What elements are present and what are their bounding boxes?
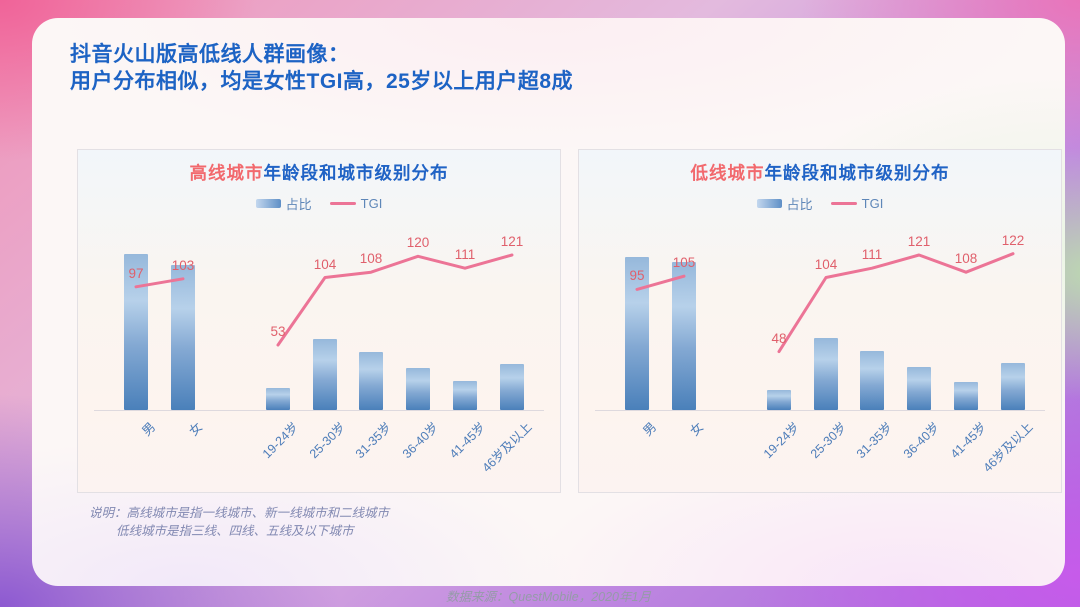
plot-0: 97 男 103 女 53 19-24岁 104 25-30岁 108 31-35岁 120 36-4… <box>78 220 560 475</box>
tgi-value-label: 105 <box>672 255 696 270</box>
x-axis-label: 41-45岁 <box>446 419 488 462</box>
bar-share <box>406 368 430 410</box>
tgi-value-label: 120 <box>406 235 430 250</box>
x-axis-label: 19-24岁 <box>259 419 301 462</box>
x-axis-label: 41-45岁 <box>947 419 989 462</box>
chart-title-rest: 年龄段和城市级别分布 <box>764 163 950 183</box>
bar-legend-swatch <box>756 199 782 208</box>
bar-share <box>1001 363 1025 410</box>
bar-legend-label: 占比 <box>285 197 312 212</box>
x-axis-label: 46岁及以上 <box>479 419 535 475</box>
tgi-value-label: 104 <box>814 257 838 272</box>
chart-panel-high-tier: 高线城市年龄段和城市级别分布 占比 TGI 97 男 103 女 53 19-24岁 104… <box>77 149 561 493</box>
bar-share <box>860 351 884 410</box>
data-source: 数据来源：QuestMobile，2020年1月 <box>446 590 651 604</box>
chart-title: 高线城市年龄段和城市级别分布 <box>78 160 560 185</box>
legend-item-tgi: TGI <box>329 196 383 211</box>
chart-title-highlight: 高线城市 <box>189 163 264 183</box>
tgi-value-label: 108 <box>954 251 978 266</box>
tgi-value-label: 97 <box>128 266 144 281</box>
plot-1: 95 男 105 女 48 19-24岁 104 25-30岁 111 31-35岁 121 36-4… <box>579 220 1061 475</box>
x-axis-label: 女 <box>687 419 707 439</box>
x-axis-label: 女 <box>186 419 206 439</box>
bar-share <box>124 254 148 410</box>
page-title-line-2: 用户分布相似，均是女性TGI高，25岁以上用户超8成 <box>70 70 574 93</box>
footnote-line-2: 低线城市是指三线、四线、五线及以下城市 <box>116 524 354 538</box>
tgi-value-label: 111 <box>454 247 476 262</box>
footnote-line-1: 说明：高线城市是指一线城市、新一线城市和二线城市 <box>89 506 390 520</box>
x-axis-label: 36-40岁 <box>399 419 441 462</box>
legend-item-share: 占比 <box>255 194 312 213</box>
chart-title-highlight: 低线城市 <box>690 163 765 183</box>
bar-legend-swatch <box>255 199 281 208</box>
bar-share <box>672 262 696 410</box>
bar-share <box>266 388 290 410</box>
chart-title: 低线城市年龄段和城市级别分布 <box>579 160 1061 185</box>
tgi-value-label: 121 <box>907 234 931 249</box>
legend-item-tgi: TGI <box>830 196 884 211</box>
chart-panel-low-tier: 低线城市年龄段和城市级别分布 占比 TGI 95 男 105 女 48 19-24岁 104… <box>578 149 1062 493</box>
tgi-value-label: 104 <box>313 257 337 272</box>
line-legend-label: TGI <box>360 196 383 211</box>
x-axis-label: 19-24岁 <box>760 419 802 462</box>
chart-legend: 占比 TGI <box>78 194 560 213</box>
tgi-value-label: 48 <box>771 331 787 346</box>
page-title-line-1: 抖音火山版高低线人群画像： <box>70 43 350 66</box>
line-legend-swatch <box>329 202 356 205</box>
bar-share <box>313 339 337 410</box>
tgi-value-label: 121 <box>500 234 524 249</box>
bar-share <box>767 390 791 410</box>
x-axis-label: 36-40岁 <box>900 419 942 462</box>
x-axis-label: 31-35岁 <box>352 419 394 462</box>
x-axis-label: 男 <box>640 419 660 439</box>
x-axis-label: 46岁及以上 <box>980 419 1036 475</box>
tgi-value-label: 53 <box>270 324 286 339</box>
tgi-value-label: 95 <box>629 268 645 283</box>
line-legend-label: TGI <box>861 196 884 211</box>
x-axis-line <box>595 410 1045 411</box>
bar-share <box>500 364 524 410</box>
chart-title-rest: 年龄段和城市级别分布 <box>263 163 449 183</box>
x-axis-label: 31-35岁 <box>853 419 895 462</box>
x-axis-line <box>94 410 544 411</box>
bar-share <box>171 265 195 410</box>
tgi-value-label: 103 <box>171 258 195 273</box>
tgi-value-label: 108 <box>359 251 383 266</box>
content-card: 抖音火山版高低线人群画像： 用户分布相似，均是女性TGI高，25岁以上用户超8成… <box>32 18 1065 604</box>
bar-legend-label: 占比 <box>786 197 813 212</box>
tgi-line <box>635 252 1015 354</box>
bar-share <box>814 338 838 410</box>
tgi-line <box>134 253 514 347</box>
x-axis-label: 25-30岁 <box>807 419 849 462</box>
chart-legend: 占比 TGI <box>579 194 1061 213</box>
bar-share <box>907 367 931 410</box>
legend-item-share: 占比 <box>756 194 813 213</box>
bar-share <box>954 382 978 410</box>
page-title: 抖音火山版高低线人群画像： 用户分布相似，均是女性TGI高，25岁以上用户超8成 <box>70 41 573 95</box>
tgi-value-label: 111 <box>861 247 883 262</box>
x-axis-label: 25-30岁 <box>306 419 348 462</box>
x-axis-label: 男 <box>139 419 159 439</box>
bar-share <box>453 381 477 410</box>
line-legend-swatch <box>830 202 857 205</box>
tgi-value-label: 122 <box>1001 233 1025 248</box>
footnote: 说明：高线城市是指一线城市、新一线城市和二线城市 低线城市是指三线、四线、五线及… <box>89 504 389 540</box>
bar-share <box>359 352 383 410</box>
bar-share <box>625 257 649 410</box>
